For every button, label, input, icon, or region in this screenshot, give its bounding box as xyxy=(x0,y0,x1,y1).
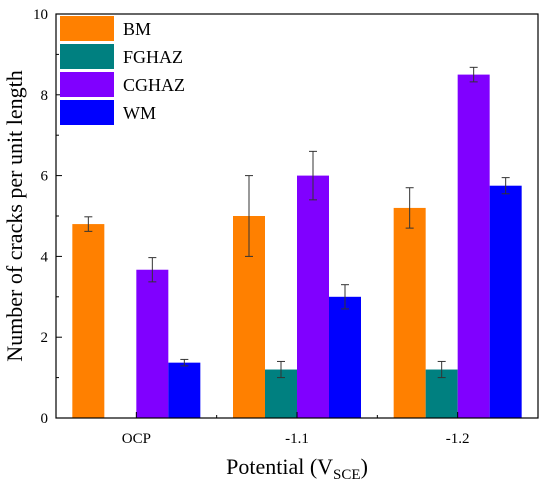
legend-label-fghaz: FGHAZ xyxy=(123,47,183,67)
legend-swatch-fghaz xyxy=(60,44,114,69)
bar-wm xyxy=(489,185,522,418)
bar-cghaz xyxy=(297,175,329,418)
legend-swatch-wm xyxy=(60,100,114,125)
axes: 0 2 4 6 8 10 OCP -1.1 -1.2 xyxy=(33,7,470,447)
x-axis-title-main: Potential (V xyxy=(226,454,333,479)
y-tick-label: 10 xyxy=(33,7,48,23)
error-bars xyxy=(84,66,510,379)
x-axis-title: Potential (VSCE) xyxy=(226,454,368,483)
bars xyxy=(72,74,522,418)
y-tick-label: 4 xyxy=(41,249,49,265)
legend-swatch-cghaz xyxy=(60,72,114,97)
y-tick-label: 6 xyxy=(41,169,49,185)
y-tick-label: 8 xyxy=(41,88,49,104)
y-tick-label: 2 xyxy=(41,330,49,346)
x-axis-title-suffix: ) xyxy=(361,454,368,479)
bar-bm xyxy=(393,207,426,418)
bar-bm xyxy=(72,224,105,418)
y-tick-label: 0 xyxy=(41,411,49,427)
x-axis-title-subscript: SCE xyxy=(333,467,361,483)
legend-swatch-bm xyxy=(60,16,114,41)
bar-cghaz xyxy=(457,74,490,418)
x-tick-label: -1.1 xyxy=(285,431,309,447)
x-tick-label: OCP xyxy=(122,431,151,447)
legend-label-wm: WM xyxy=(123,103,156,123)
x-tick-label: -1.2 xyxy=(446,431,470,447)
bar-cghaz xyxy=(136,269,169,418)
legend: BM FGHAZ CGHAZ WM xyxy=(60,16,185,125)
bar-wm xyxy=(329,296,361,418)
y-axis-title: Number of cracks per unit length xyxy=(2,70,27,361)
legend-label-cghaz: CGHAZ xyxy=(123,75,185,95)
bar-wm xyxy=(168,362,201,418)
legend-label-bm: BM xyxy=(123,19,151,39)
